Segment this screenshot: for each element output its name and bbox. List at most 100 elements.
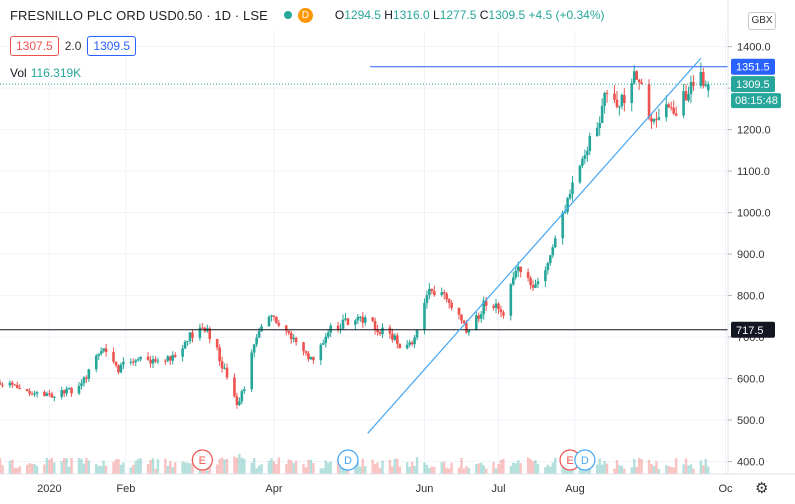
volume-bar bbox=[250, 462, 253, 474]
candle-body bbox=[277, 323, 281, 326]
volume-bar bbox=[146, 463, 150, 474]
volume-bar bbox=[186, 462, 189, 474]
candle-body bbox=[146, 356, 150, 360]
candle-body bbox=[122, 361, 125, 365]
candle-body bbox=[289, 332, 293, 340]
candle-body bbox=[667, 104, 671, 108]
candle-body bbox=[80, 383, 83, 386]
volume-bar bbox=[33, 463, 36, 474]
volume-bar bbox=[477, 463, 480, 474]
ohlc-open: 1294.5 bbox=[344, 8, 381, 22]
candle-body bbox=[413, 337, 416, 345]
candle-body bbox=[341, 319, 345, 329]
candle-body bbox=[578, 165, 582, 183]
volume-bar bbox=[672, 467, 675, 474]
volume-bar bbox=[682, 464, 685, 474]
candle-body bbox=[52, 396, 56, 398]
candle-body bbox=[188, 332, 192, 342]
volume-bar bbox=[183, 462, 187, 474]
candle-body bbox=[433, 291, 436, 295]
candle-body bbox=[534, 284, 537, 288]
volume-bar bbox=[405, 462, 409, 474]
candle-body bbox=[637, 79, 641, 83]
candle-body bbox=[102, 348, 105, 352]
candle-body bbox=[309, 357, 313, 360]
volume-bar bbox=[65, 458, 68, 474]
candle-body bbox=[104, 348, 108, 353]
candle-body bbox=[462, 320, 466, 324]
volume-bar bbox=[272, 461, 276, 474]
candle-body bbox=[615, 99, 619, 108]
volume-bar bbox=[529, 458, 532, 474]
candle-body bbox=[198, 327, 202, 338]
volume-bar bbox=[440, 462, 443, 474]
candle-body bbox=[284, 325, 288, 331]
volume-bar bbox=[502, 458, 505, 474]
symbol-title[interactable]: FRESNILLO PLC ORD USD0.50 · 1D · LSE bbox=[10, 7, 268, 23]
candle-body bbox=[650, 118, 653, 122]
volume-bar bbox=[28, 463, 31, 474]
candle-body bbox=[381, 327, 384, 335]
candle-body bbox=[67, 388, 71, 390]
time-axis: 2020 Feb Apr Jun Jul Aug Oc bbox=[37, 483, 733, 495]
volume-bar bbox=[1, 464, 4, 474]
candle-body bbox=[450, 302, 453, 308]
volume-bar bbox=[191, 463, 194, 474]
volume-bar bbox=[45, 457, 49, 474]
candle-body bbox=[467, 330, 471, 333]
gear-icon[interactable]: ⚙ bbox=[755, 480, 769, 497]
ohlc-change: +4.5 (+0.34%) bbox=[528, 8, 605, 22]
volume-bar bbox=[618, 465, 621, 474]
price-label-bg bbox=[731, 76, 775, 93]
volume-bar bbox=[294, 460, 298, 474]
volume-bar bbox=[225, 458, 229, 474]
candle-body bbox=[581, 158, 584, 166]
volume-bar bbox=[302, 463, 305, 474]
candle-body bbox=[373, 320, 377, 330]
volume-bar bbox=[134, 460, 137, 474]
volume-bar bbox=[526, 457, 530, 474]
candle-body bbox=[479, 314, 483, 319]
candle-body bbox=[477, 315, 481, 319]
volume-bar bbox=[457, 467, 461, 474]
time-tick-label: Jul bbox=[491, 483, 505, 495]
candle-body bbox=[509, 284, 513, 316]
price-label: 717.5 bbox=[731, 321, 775, 338]
volume-bar bbox=[667, 466, 670, 474]
volume-bar bbox=[447, 468, 451, 474]
candle-body bbox=[499, 309, 503, 313]
volume-bar bbox=[0, 457, 2, 474]
price-tick-label: 400.0 bbox=[737, 457, 765, 469]
candle-body bbox=[526, 272, 530, 278]
candle-body bbox=[215, 339, 219, 348]
volume-bar bbox=[551, 462, 554, 474]
currency-button[interactable]: GBX bbox=[748, 12, 776, 30]
price-axis: 400.0500.0600.0700.0800.0900.01000.01100… bbox=[728, 42, 771, 469]
event-marker-label: E bbox=[566, 455, 573, 467]
dividend-badge[interactable]: D bbox=[297, 7, 313, 23]
candle-body bbox=[225, 367, 229, 378]
event-marker-circle bbox=[191, 449, 213, 471]
sell-price-button[interactable]: 1307.5 bbox=[10, 36, 59, 56]
candle-body bbox=[339, 328, 342, 330]
candle-body bbox=[536, 281, 540, 285]
candle-body bbox=[410, 342, 414, 345]
volume-bar bbox=[615, 460, 619, 474]
volume-bar bbox=[512, 462, 515, 474]
candle-body bbox=[568, 193, 572, 199]
buy-price-button[interactable]: 1309.5 bbox=[87, 36, 137, 56]
candle-body bbox=[689, 81, 693, 95]
spread-value: 2.0 bbox=[64, 39, 82, 53]
candle-body bbox=[218, 347, 221, 362]
candle-body bbox=[11, 382, 14, 385]
volume-bar bbox=[85, 457, 88, 474]
candle-body bbox=[168, 356, 172, 361]
volume-bar bbox=[484, 468, 488, 474]
volume-bar bbox=[62, 458, 66, 474]
volume-bar bbox=[309, 459, 313, 474]
volume-bar bbox=[665, 465, 668, 474]
event-marker-e: E bbox=[191, 449, 213, 471]
candle-body bbox=[319, 344, 323, 361]
chart-header: FRESNILLO PLC ORD USD0.50 · 1D · LSE D O… bbox=[10, 6, 605, 24]
